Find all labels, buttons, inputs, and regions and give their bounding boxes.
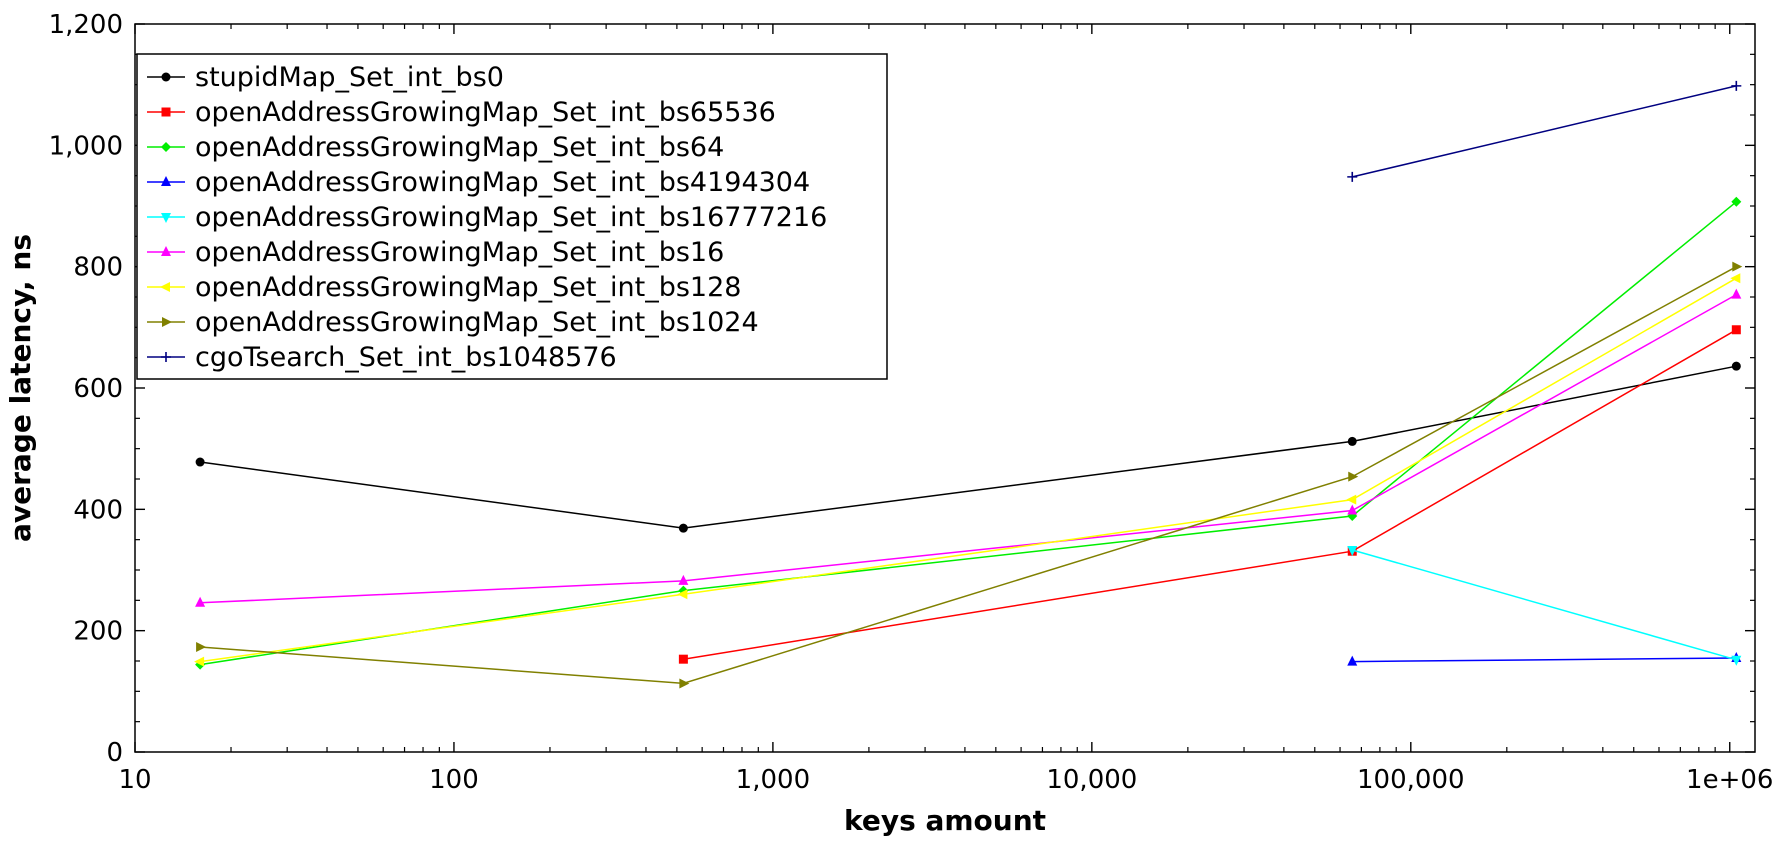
series-6 (194, 273, 1741, 667)
data-point (1731, 288, 1742, 299)
y-tick-label: 800 (73, 253, 123, 283)
data-point (1731, 196, 1742, 207)
data-point (678, 523, 688, 533)
legend-label: openAddressGrowingMap_Set_int_bs65536 (195, 97, 776, 128)
legend-box (136, 53, 888, 380)
legend-entry: openAddressGrowingMap_Set_int_bs1024 (147, 307, 759, 338)
legend-swatch-marker (162, 317, 172, 327)
legend-entry: openAddressGrowingMap_Set_int_bs4194304 (147, 167, 810, 198)
legend-entry: stupidMap_Set_int_bs0 (147, 62, 504, 93)
legend-label: openAddressGrowingMap_Set_int_bs4194304 (195, 167, 810, 198)
x-tick-label: 1,000 (736, 765, 810, 795)
data-point (1347, 545, 1358, 556)
series-8 (1347, 80, 1742, 182)
data-point (1348, 471, 1359, 482)
plot-area: 10 100 1,000 10,000 100,000 1e+06 0 200 400 600 8… (49, 10, 1774, 795)
data-point (678, 654, 688, 664)
series-4 (1347, 545, 1742, 666)
x-tick-label: 100,000 (1357, 765, 1465, 795)
series-5 (195, 288, 1742, 607)
legend-swatch-marker (161, 176, 171, 186)
x-tick-label: 10 (118, 765, 151, 795)
data-point (1732, 261, 1743, 272)
series-line (1352, 85, 1737, 178)
x-tick-label: 10,000 (1046, 765, 1137, 795)
data-point (1731, 655, 1742, 666)
series-line (1352, 657, 1737, 663)
y-tick-label: 1,000 (49, 131, 123, 161)
data-point (1346, 494, 1357, 505)
data-point (679, 678, 690, 689)
legend-label: openAddressGrowingMap_Set_int_bs128 (195, 272, 741, 303)
y-tick-label: 0 (106, 738, 123, 768)
data-point (677, 589, 688, 600)
legend-label: cgoTsearch_Set_int_bs1048576 (195, 342, 617, 373)
data-point (195, 457, 205, 467)
legend-entry: openAddressGrowingMap_Set_int_bs64 (147, 132, 724, 163)
x-axis: 10 100 1,000 10,000 100,000 1e+06 (118, 24, 1773, 795)
data-point (1347, 504, 1358, 515)
data-point (1731, 80, 1742, 91)
series-7 (196, 261, 1743, 689)
data-point (195, 596, 206, 607)
data-point (678, 574, 689, 585)
series-layer (194, 80, 1743, 689)
x-axis-title: keys amount (844, 804, 1046, 837)
legend-swatch-marker (160, 282, 170, 292)
data-point (1347, 655, 1358, 666)
legend-entry: cgoTsearch_Set_int_bs1048576 (147, 342, 617, 373)
legend-label: openAddressGrowingMap_Set_int_bs16777216 (195, 202, 827, 233)
y-tick-label: 400 (73, 495, 123, 525)
legend-label: openAddressGrowingMap_Set_int_bs16 (195, 237, 724, 268)
x-tick-label: 100 (429, 765, 479, 795)
legend-label: stupidMap_Set_int_bs0 (195, 62, 504, 93)
series-line (200, 266, 1737, 685)
data-point (1730, 273, 1741, 284)
legend-label: openAddressGrowingMap_Set_int_bs1024 (195, 307, 759, 338)
data-point (196, 642, 207, 653)
series-line (1352, 549, 1737, 661)
y-tick-label: 600 (73, 374, 123, 404)
legend-entry: openAddressGrowingMap_Set_int_bs16777216 (147, 202, 827, 233)
y-axis: 0 200 400 600 800 1,000 1,200 (49, 10, 1755, 768)
data-point (1731, 325, 1741, 335)
legend-swatch-marker (161, 107, 171, 117)
legend-swatch-marker (161, 142, 171, 152)
legend-entry: openAddressGrowingMap_Set_int_bs128 (147, 272, 741, 303)
series-line (200, 293, 1737, 604)
y-tick-label: 200 (73, 617, 123, 647)
legend-swatch-marker (161, 72, 171, 82)
legend-swatch-marker (161, 246, 171, 256)
data-point (1347, 436, 1357, 446)
y-tick-label: 1,200 (49, 10, 123, 40)
series-line (199, 365, 1737, 529)
legend-label: openAddressGrowingMap_Set_int_bs64 (195, 132, 724, 163)
legend-swatch-marker (161, 213, 171, 223)
legend-entry: openAddressGrowingMap_Set_int_bs16 (147, 237, 724, 268)
y-axis-title: average latency, ns (4, 234, 37, 542)
data-point (1347, 171, 1358, 182)
legend: stupidMap_Set_int_bs0 openAddressGrowingM… (136, 53, 888, 380)
data-point (194, 656, 205, 667)
x-tick-label: 1e+06 (1686, 765, 1773, 795)
series-0 (195, 361, 1741, 533)
series-line (199, 277, 1737, 663)
legend-entry: openAddressGrowingMap_Set_int_bs65536 (147, 97, 776, 128)
legend-swatch-marker (161, 352, 171, 362)
data-point (1731, 361, 1741, 371)
